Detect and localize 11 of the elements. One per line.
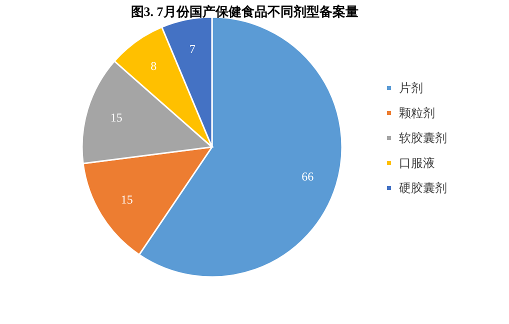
data-label: 7 [189,42,196,56]
data-label: 8 [150,58,157,73]
legend-label: 软胶囊剂 [399,131,447,145]
legend-label: 口服液 [399,156,435,170]
data-label: 15 [120,192,133,206]
legend-label: 片剂 [399,81,423,95]
data-label: 66 [302,169,314,184]
legend-label: 颗粒剂 [399,106,435,120]
data-label: 15 [110,110,122,125]
chart-title: 图3. 7月份国产保健食品不同剂型备案量 [130,4,358,19]
legend-label: 硬胶囊剂 [399,181,447,195]
